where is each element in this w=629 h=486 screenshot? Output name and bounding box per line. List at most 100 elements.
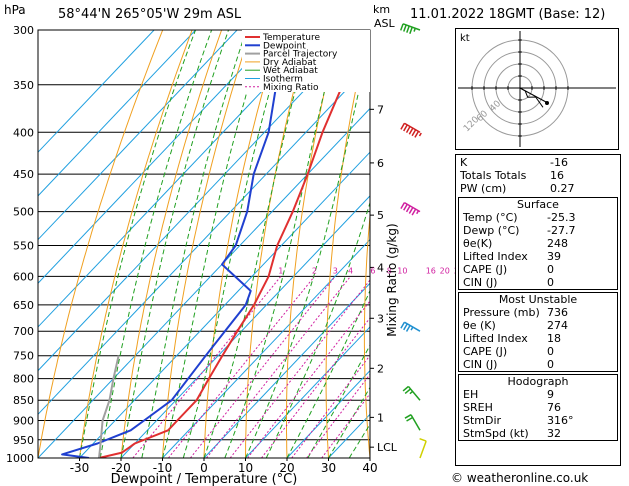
- isotherm-line: [162, 238, 370, 458]
- wind-barb-flag: [408, 207, 414, 214]
- mu-label: CAPE (J): [463, 345, 508, 358]
- dry-adiabat-line: [79, 30, 193, 458]
- wind-barb-flag: [403, 203, 408, 211]
- pressure-tick-label: 850: [13, 394, 34, 407]
- mixing-ratio-line: [206, 276, 351, 458]
- pressure-tick-label: 800: [13, 373, 34, 386]
- km-tick-label: 2: [377, 362, 384, 375]
- wet-adiabat-line: [224, 30, 341, 458]
- dry-adiabat-line: [203, 30, 281, 458]
- hodograph-table-title: Hodograph: [507, 375, 569, 388]
- isotherm-line: [38, 30, 155, 153]
- mu-label: Lifted Index: [463, 332, 528, 345]
- hodo-row: EH 9: [459, 388, 617, 401]
- temperature-tick-label: 0: [200, 461, 208, 475]
- legend-label: Mixing Ratio: [263, 83, 319, 93]
- wind-barb-staff: [419, 440, 427, 459]
- hodo-value: 32: [547, 427, 561, 440]
- temperature-tick-label: 10: [238, 461, 253, 475]
- mu-value: 0: [547, 358, 554, 371]
- isotherm-line: [38, 107, 370, 458]
- mu-row: Pressure (mb) 736: [459, 306, 617, 319]
- km-tick-label: 7: [377, 103, 384, 116]
- legend-label: Isotherm: [263, 75, 303, 85]
- surface-value: 0: [547, 263, 554, 276]
- km-tick-label: LCL: [377, 441, 398, 454]
- wind-barb-flag: [400, 321, 406, 329]
- wet-adiabat-line: [120, 30, 229, 458]
- x-axis-label: Dewpoint / Temperature (°C): [111, 472, 298, 486]
- isotherm-line: [245, 326, 370, 458]
- wind-barb-flag: [400, 122, 406, 130]
- surface-label: Lifted Index: [463, 250, 528, 263]
- temperature-tick-label: 20: [279, 461, 294, 475]
- wind-barb: [400, 201, 421, 216]
- temperature-tick-label: 40: [362, 461, 377, 475]
- wind-barb-half-flag: [410, 326, 414, 331]
- pressure-unit-label: hPa: [4, 3, 26, 17]
- mixing-ratio-label: 20: [440, 266, 450, 275]
- wind-barb-flag: [404, 414, 412, 419]
- wind-barb-flag: [399, 23, 404, 31]
- mixing-ratio-label: 10: [397, 266, 407, 275]
- datetime-label: 11.01.2022 18GMT (Base: 12): [410, 7, 606, 22]
- mixing-ratio-axis-label: Mixing Ratio (g/kg): [385, 223, 399, 336]
- surface-label: θe(K): [463, 237, 493, 250]
- surface-label: Dewp (°C): [463, 224, 520, 237]
- dry-adiabat-line: [438, 30, 457, 458]
- surface-block: Surface Temp (°C) -25.3 Dewp (°C) -27.7 θe…: [458, 197, 618, 290]
- wind-barb-flag: [405, 126, 411, 133]
- mu-label: Pressure (mb): [463, 306, 540, 319]
- indices-table: K -16 Totals Totals 16 PW (cm) 0.27 Surface…: [455, 154, 621, 466]
- wind-barb-flag: [403, 24, 407, 32]
- wind-barb-flag: [408, 127, 414, 135]
- pressure-tick-label: 450: [13, 168, 34, 181]
- wet-adiabat-line: [99, 30, 213, 458]
- index-label: Totals Totals: [460, 169, 527, 182]
- mixing-ratio-label: 6: [370, 266, 375, 275]
- wind-barb-flag: [411, 208, 417, 216]
- hodo-value: 316°: [547, 414, 574, 427]
- surface-value: 0: [547, 276, 554, 289]
- hodo-label: StmSpd (kt): [463, 427, 529, 440]
- hodo-row: StmSpd (kt) 32: [459, 427, 617, 440]
- wind-barb: [402, 385, 421, 401]
- legend-box: [242, 30, 370, 92]
- isotherm-line: [286, 369, 370, 458]
- surface-row: Temp (°C) -25.3: [459, 211, 617, 224]
- pressure-tick-label: 500: [13, 206, 34, 219]
- mixing-ratio-line: [261, 317, 370, 458]
- wind-barb: [400, 321, 421, 332]
- wind-barb-staff: [407, 385, 421, 401]
- isotherm-line: [38, 64, 370, 416]
- wet-adiabat-line: [203, 30, 312, 458]
- storm-motion-marker: [545, 101, 549, 105]
- hodograph-block: Hodograph EH 9 SREH 76 StmDir 316° StmSpd (…: [458, 374, 618, 441]
- pressure-tick-label: 900: [13, 415, 34, 428]
- hodo-value: 76: [547, 401, 561, 414]
- dry-adiabat-line: [162, 30, 252, 458]
- mu-label: CIN (J): [463, 358, 498, 371]
- wind-barb-flag: [414, 130, 420, 138]
- wind-barb-flag: [403, 323, 408, 331]
- wind-barb-staff: [410, 414, 421, 431]
- surface-value: -27.7: [547, 224, 576, 237]
- surface-row: θe(K) 248: [459, 237, 617, 250]
- mixing-ratio-label: 8: [387, 266, 392, 275]
- index-row-pw: PW (cm) 0.27: [456, 182, 620, 195]
- dry-adiabat-line: [120, 30, 223, 458]
- wind-barb: [400, 122, 422, 138]
- indices-block: K -16 Totals Totals 16 PW (cm) 0.27: [456, 155, 620, 195]
- hodo-row: SREH 76: [459, 401, 617, 414]
- pressure-tick-label: 650: [13, 299, 34, 312]
- wet-adiabat-line: [307, 344, 370, 458]
- hodograph-frame: [455, 28, 619, 150]
- mixing-ratio-line: [229, 279, 370, 458]
- mixing-ratio-label: 4: [348, 266, 353, 275]
- surface-row: Dewp (°C) -27.7: [459, 224, 617, 237]
- index-label: K: [460, 156, 468, 169]
- surface-value: -25.3: [547, 211, 576, 224]
- isotherm-line: [38, 30, 196, 197]
